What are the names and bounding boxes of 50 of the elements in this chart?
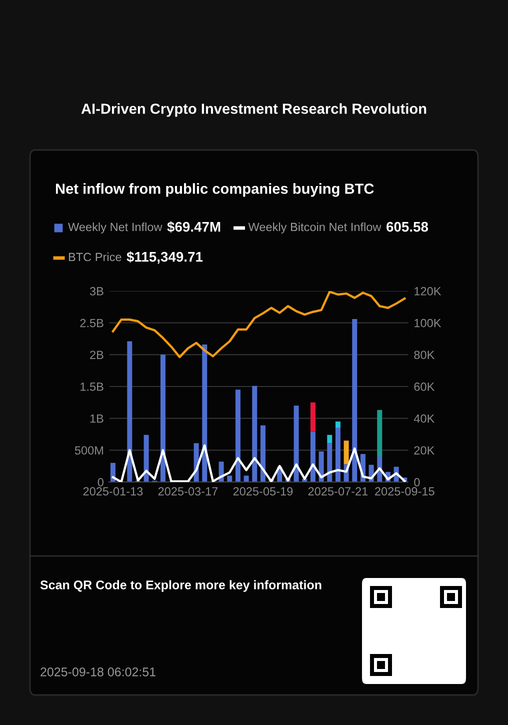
- bar: [260, 425, 266, 482]
- y-tick-label: 500M: [74, 446, 103, 455]
- y-tick-label: 0: [98, 478, 104, 486]
- line-series: [112, 291, 406, 358]
- y2-tick-label: 100K: [414, 318, 442, 328]
- line-series: [112, 444, 406, 482]
- y-tick-label: 2.5B: [80, 318, 104, 328]
- bar: [235, 390, 240, 482]
- y2-tick-label: 40K: [414, 414, 435, 423]
- bar: [310, 402, 316, 432]
- x-tick-label: 2025-09-15: [375, 487, 434, 496]
- text: $69.47M: [167, 221, 220, 233]
- bar: [227, 476, 232, 482]
- bar: [127, 341, 132, 482]
- bar: [252, 386, 258, 482]
- chart-subtitle: AI-Driven Crypto Investment Research Revolution: [81, 103, 426, 117]
- x-tick-label: 2025-01-13: [83, 487, 143, 496]
- bar: [352, 319, 358, 482]
- chart-title: Net inflow from public companies buying BTC: [56, 183, 374, 197]
- bar: [310, 432, 316, 482]
- legend-label: Weekly Bitcoin Net Inflow: [248, 222, 382, 234]
- y2-tick-label: 120K: [414, 287, 442, 296]
- bar: [202, 344, 208, 482]
- bar: [160, 354, 166, 482]
- bar: [294, 406, 299, 482]
- y2-tick-label: 0: [414, 478, 420, 486]
- y2-tick-label: 80K: [414, 350, 435, 360]
- text: $115,349.71: [126, 251, 203, 264]
- bar: [335, 428, 340, 482]
- legend-label: Weekly Net Inflow: [68, 222, 162, 234]
- y-tick-label: 2B: [90, 350, 104, 359]
- bar: [344, 440, 349, 464]
- x-tick-label: 2025-03-17: [158, 487, 218, 496]
- bar: [335, 422, 340, 428]
- y-tick-label: 1B: [90, 414, 104, 423]
- x-tick-label: 2025-05-19: [233, 487, 293, 496]
- text: 605.58: [386, 222, 428, 232]
- bar: [327, 443, 332, 482]
- legend-label: BTC Price: [68, 252, 122, 262]
- bar: [144, 434, 149, 482]
- y-tick-label: 1.5B: [80, 382, 104, 391]
- text: Scan QR Code to Explore more key information: [40, 580, 322, 592]
- y2-tick-label: 20K: [414, 446, 435, 455]
- bar: [327, 434, 332, 444]
- bar: [244, 476, 249, 482]
- x-tick-label: 2025-07-21: [308, 487, 368, 496]
- text: 2025-09-18 06:02:51: [40, 668, 156, 676]
- y-tick-label: 3B: [90, 287, 104, 296]
- bar: [377, 410, 382, 457]
- y2-tick-label: 60K: [414, 382, 435, 391]
